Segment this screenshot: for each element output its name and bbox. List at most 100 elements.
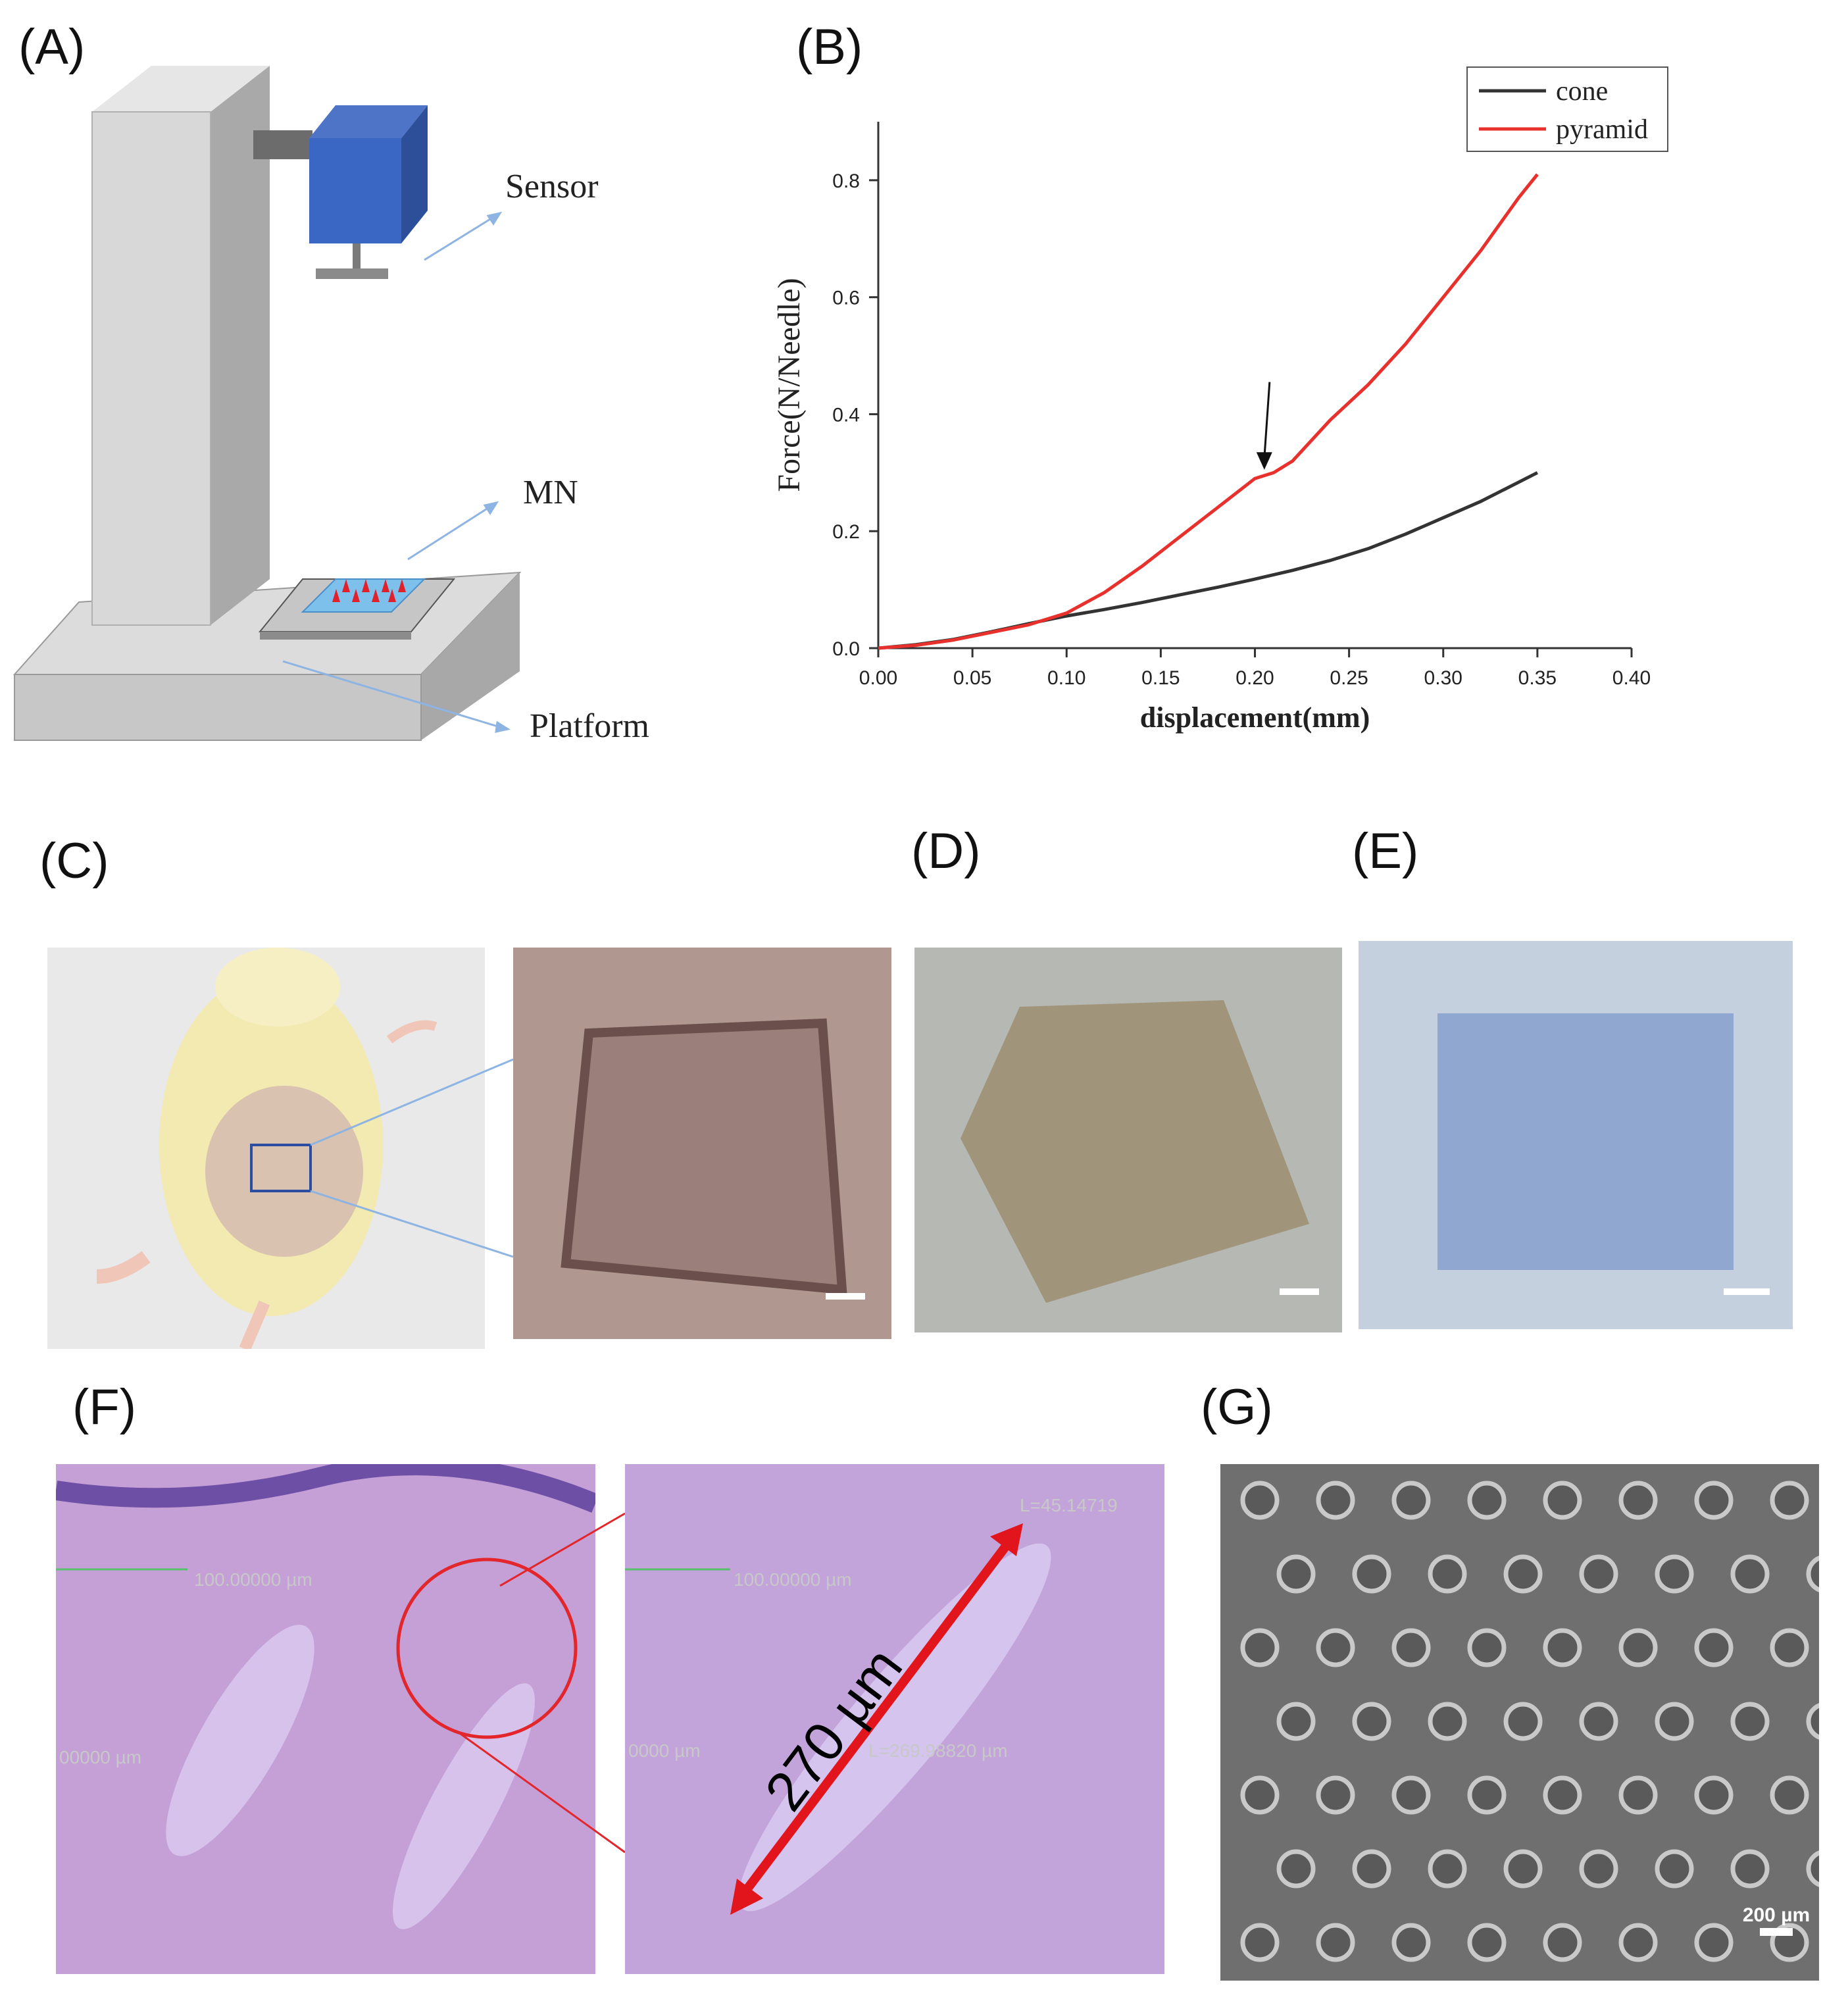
sem-pore — [1276, 1554, 1316, 1594]
platform-label: Platform — [530, 707, 649, 745]
sem-pore — [1579, 1702, 1618, 1741]
sem-pore — [1655, 1702, 1694, 1741]
sem-pore — [1240, 1481, 1280, 1520]
chart-legend: cone pyramid — [1466, 66, 1668, 152]
panel-label-g: (G) — [1201, 1379, 1273, 1435]
scale-bar — [1760, 1928, 1793, 1936]
sem-pore — [1503, 1702, 1543, 1741]
sem-pore — [1694, 1481, 1734, 1520]
scale-label-2: 00000 µm — [59, 1747, 141, 1767]
apparatus-diagram: Sensor MN Platform — [12, 66, 649, 745]
panel-label-c: (C) — [39, 833, 109, 889]
x-tick-label: 0.40 — [1612, 667, 1651, 689]
panel-label-e: (E) — [1352, 823, 1419, 879]
x-tick-label: 0.15 — [1141, 667, 1180, 689]
sem-pore — [1391, 1628, 1431, 1667]
x-axis-label: displacement(mm) — [1140, 701, 1370, 734]
panel-label-f: (F) — [72, 1379, 137, 1435]
sensor-label: Sensor — [505, 168, 599, 205]
panel-label-d: (D) — [911, 823, 981, 879]
sem-pore — [1579, 1849, 1618, 1889]
sem-pore — [1770, 1481, 1809, 1520]
sem-pore — [1579, 1554, 1618, 1594]
sem-pore — [1618, 1628, 1658, 1667]
y-tick-label: 0.4 — [832, 404, 860, 426]
sem-pore — [1391, 1481, 1431, 1520]
sem-pore — [1503, 1849, 1543, 1889]
y-tick-label: 0.6 — [832, 288, 860, 309]
y-tick-label: 0.2 — [832, 521, 860, 543]
y-tick-label: 0.0 — [832, 638, 860, 660]
sem-pore — [1618, 1775, 1658, 1815]
sem-pore — [1770, 1775, 1809, 1815]
panel-label-a: (A) — [18, 19, 86, 75]
y-axis-label: Force(N/Needle) — [772, 278, 807, 492]
scale-label-1: 100.00000 µm — [194, 1569, 312, 1590]
x-tick-label: 0.30 — [1424, 667, 1462, 689]
sem-pore — [1352, 1554, 1391, 1594]
mn-label: MN — [523, 474, 578, 511]
scale-label-2: 0000 µm — [628, 1740, 701, 1761]
sem-pore — [1694, 1775, 1734, 1815]
sem-pore — [1316, 1481, 1355, 1520]
sem-scale-label: 200 µm — [1743, 1904, 1810, 1926]
sem-pore — [1316, 1628, 1355, 1667]
x-tick-label: 0.25 — [1330, 667, 1368, 689]
depth-arrow — [730, 1523, 1023, 1915]
sem-pore — [1352, 1849, 1391, 1889]
sem-pore — [1240, 1628, 1280, 1667]
scale-bar — [1280, 1288, 1319, 1295]
sem-pore — [1655, 1849, 1694, 1889]
scale-bar — [1724, 1288, 1770, 1295]
legend-label-pyramid: pyramid — [1556, 114, 1648, 145]
sem-pore — [1730, 1554, 1770, 1594]
sem-pore — [1770, 1628, 1809, 1667]
x-tick-label: 0.10 — [1047, 667, 1086, 689]
sem-pore — [1806, 1850, 1819, 1887]
y-tick-label: 0.8 — [832, 170, 860, 192]
sem-pore — [1240, 1923, 1280, 1962]
x-tick-label: 0.00 — [859, 667, 897, 689]
sem-image: 200 µm — [1220, 1464, 1819, 1981]
sem-pore — [1543, 1481, 1582, 1520]
x-tick-label: 0.05 — [953, 667, 991, 689]
x-tick-label: 0.35 — [1518, 667, 1557, 689]
legend-box — [1466, 66, 1668, 152]
microneedle-array — [332, 579, 406, 602]
sem-pore — [1316, 1923, 1355, 1962]
sem-pore — [1806, 1703, 1819, 1740]
histology-overview: 100.00000 µm 00000 µm — [56, 1464, 595, 1974]
sem-pore — [1543, 1628, 1582, 1667]
sem-pore — [1655, 1554, 1694, 1594]
skin-insertion-photo — [513, 948, 891, 1339]
force-displacement-chart: 0.00 0.05 0.10 0.15 0.20 0.25 0.30 0.35 0.40 0.0 0… — [772, 66, 1668, 734]
length-measure-label: L=269.98820 µm — [868, 1740, 1008, 1761]
legend-label-cone: cone — [1556, 76, 1608, 107]
histology-zoom: 100.00000 µm 0000 µm L=269.98820 µm L=45… — [625, 1464, 1164, 1974]
sem-pore — [1730, 1702, 1770, 1741]
sem-pore — [1467, 1775, 1507, 1815]
panel-d-photo — [914, 948, 1342, 1332]
sem-pore — [1694, 1923, 1734, 1962]
sem-pore — [1806, 1556, 1819, 1592]
sem-pore — [1276, 1849, 1316, 1889]
sem-pore — [1467, 1923, 1507, 1962]
sem-pore — [1618, 1481, 1658, 1520]
width-measure-label: L=45.14719 — [1020, 1495, 1118, 1515]
panel-e-photo — [1359, 941, 1793, 1329]
panel-label-b: (B) — [796, 19, 863, 75]
mouse-photo — [47, 948, 485, 1349]
sem-pore — [1730, 1849, 1770, 1889]
sem-pore — [1391, 1775, 1431, 1815]
series-line-cone — [878, 471, 1539, 650]
sem-pore — [1694, 1628, 1734, 1667]
sem-pore — [1428, 1554, 1467, 1594]
sem-pore — [1240, 1775, 1280, 1815]
sem-pore — [1428, 1702, 1467, 1741]
zoom-box — [250, 1144, 312, 1192]
sem-pore — [1543, 1775, 1582, 1815]
x-tick-label: 0.20 — [1236, 667, 1274, 689]
scale-bar — [826, 1293, 865, 1300]
sem-pore — [1276, 1702, 1316, 1741]
sem-pore — [1503, 1554, 1543, 1594]
